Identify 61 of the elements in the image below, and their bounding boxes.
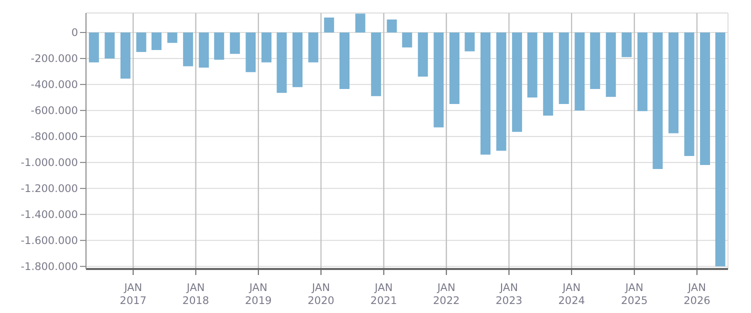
bar	[512, 32, 522, 132]
bar	[167, 32, 178, 43]
x-tick-label: JAN 2017	[120, 282, 147, 307]
y-tick-label: -1.200.000	[20, 183, 78, 196]
y-tick-label: -200.000	[30, 53, 78, 66]
bar	[543, 32, 554, 116]
bar	[276, 32, 287, 93]
bar	[292, 32, 303, 88]
bar	[652, 32, 663, 169]
bar	[246, 32, 256, 72]
bar	[198, 32, 209, 68]
bar	[480, 32, 490, 155]
y-tick-label: -1.400.000	[20, 209, 78, 222]
bar	[527, 32, 538, 98]
bar	[637, 32, 648, 112]
bar	[152, 32, 162, 50]
bar	[402, 32, 412, 48]
bar	[434, 32, 444, 128]
bar	[104, 32, 115, 58]
y-tick-label: 0	[71, 27, 78, 40]
y-tick-label: -800.000	[30, 131, 78, 144]
x-tick-label: JAN 2025	[620, 282, 648, 307]
bar	[715, 32, 726, 266]
x-tick-label: JAN 2018	[182, 282, 210, 307]
bar	[700, 32, 710, 166]
y-tick-label: -1.600.000	[20, 235, 78, 248]
x-tick-label: JAN 2022	[432, 282, 460, 307]
bar	[418, 32, 428, 77]
x-tick-label: JAN 2020	[308, 282, 334, 307]
y-tick-label: -400.000	[30, 79, 78, 92]
x-tick-label: JAN 2021	[370, 282, 398, 307]
bar	[606, 32, 616, 97]
y-tick-label: -600.000	[30, 105, 78, 118]
x-tick-label: JAN 2019	[245, 282, 272, 307]
bar	[496, 32, 506, 151]
bar	[214, 32, 224, 60]
x-tick-label: JAN 2024	[558, 282, 586, 307]
bar	[324, 18, 334, 32]
bar	[136, 32, 146, 52]
bar	[120, 32, 130, 79]
bar	[684, 32, 694, 156]
bar	[558, 32, 569, 104]
x-tick-label: JAN 2023	[496, 282, 522, 307]
bar	[386, 20, 397, 32]
bar	[371, 32, 382, 96]
x-tick-label: JAN 2026	[684, 282, 711, 307]
bar	[183, 32, 194, 66]
bar	[449, 32, 460, 104]
bar	[622, 32, 632, 58]
y-tick-label: -1.000.000	[20, 157, 78, 170]
bar	[590, 32, 600, 90]
bar	[574, 32, 585, 110]
y-tick-label: -1.800.000	[20, 261, 78, 274]
bar	[308, 32, 318, 62]
bar	[668, 32, 678, 134]
bar	[261, 32, 272, 62]
bar	[355, 14, 366, 32]
bar	[88, 32, 99, 62]
bar	[230, 32, 240, 54]
bar	[340, 32, 350, 90]
bar	[464, 32, 475, 52]
